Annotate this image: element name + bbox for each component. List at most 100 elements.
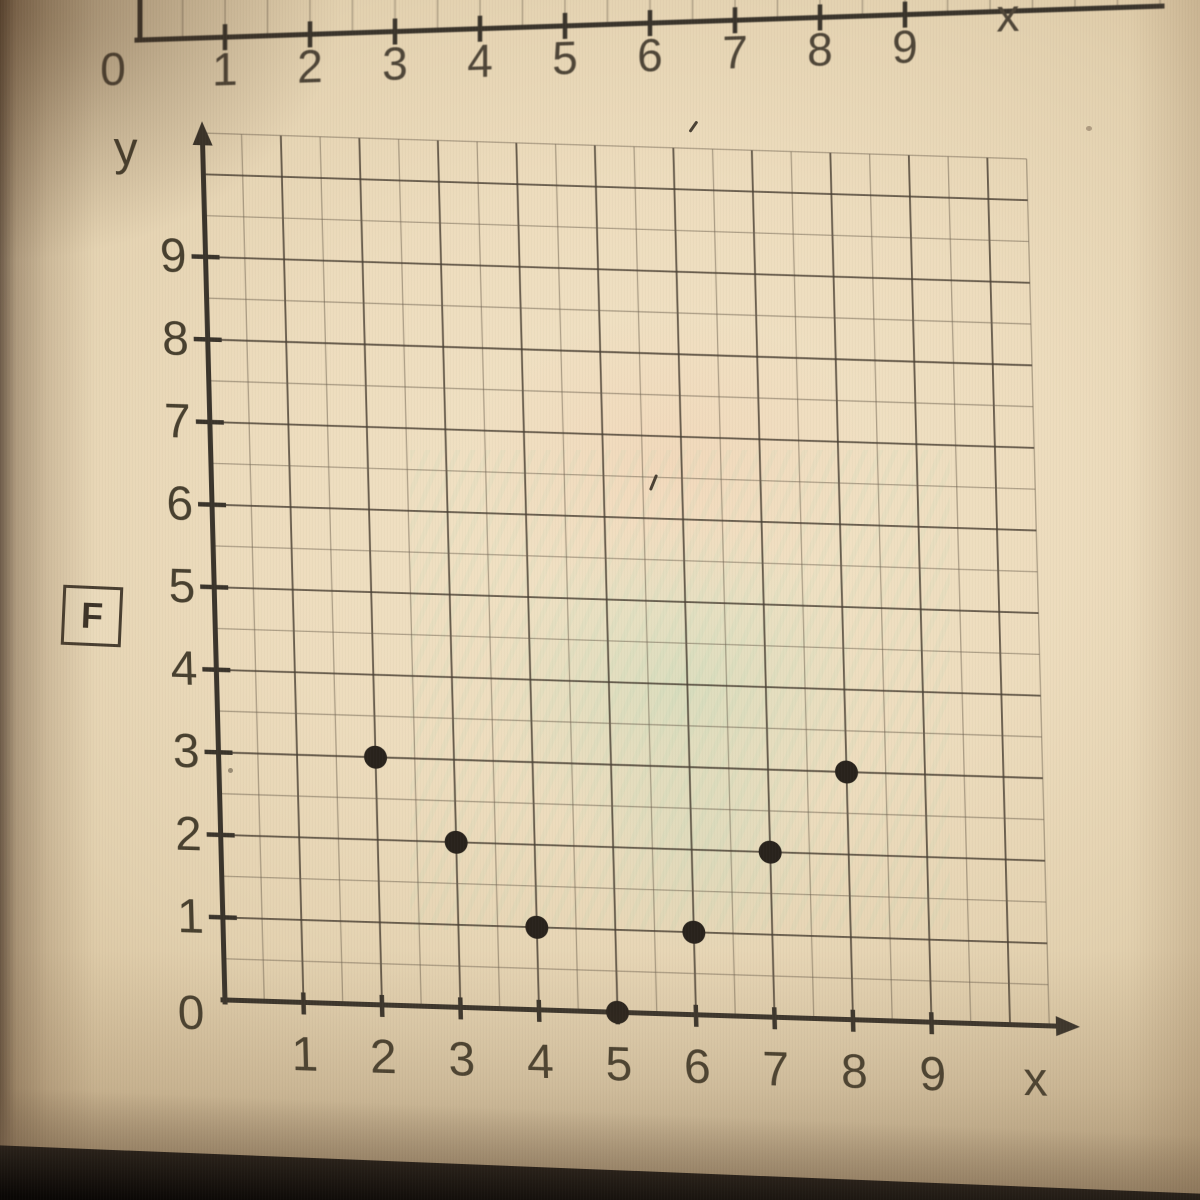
- grid-line: [222, 916, 1048, 945]
- x-tick-label: 8: [840, 1045, 868, 1099]
- grid-line: [220, 833, 1045, 862]
- y-tick-label: 2: [174, 807, 202, 861]
- grid-line: [593, 145, 619, 1013]
- x-tick-label: 5: [605, 1038, 633, 1092]
- grid-line: [205, 255, 1030, 284]
- data-point: [605, 1000, 630, 1024]
- x-axis-label: x: [1023, 1053, 1048, 1107]
- data-point: [682, 920, 706, 944]
- x-axis-tick: [771, 1007, 778, 1030]
- x-axis-tick: [300, 992, 307, 1015]
- photo-moire-tint: [520, 700, 880, 1000]
- y-axis-tick: [200, 584, 229, 590]
- y-tick-label: 7: [164, 395, 192, 449]
- x-tick-label: 2: [369, 1031, 397, 1085]
- top-chart-axis-fragment: 0 1 2 3 4 5 6 7 8 9 x: [0, 0, 1200, 117]
- x-axis-tick: [850, 1009, 856, 1032]
- x-tick-label: 1: [291, 1028, 319, 1082]
- x-tick-label: 3: [448, 1033, 476, 1087]
- x-tick-label: 2: [297, 40, 323, 93]
- screen-bottom-edge: [0, 1143, 1200, 1200]
- grid-line: [203, 173, 1028, 202]
- grid-line: [207, 338, 1032, 367]
- x-tick-label: 7: [722, 26, 748, 79]
- grid-line: [633, 146, 658, 1014]
- x-tick-label: 7: [762, 1043, 790, 1097]
- grid-line: [213, 545, 1038, 573]
- paper-speck: [228, 768, 233, 773]
- grid-line: [209, 421, 1035, 449]
- y-axis-arrow-icon: [192, 121, 213, 146]
- grid-line: [750, 150, 776, 1018]
- screen-bottom-shadow: [0, 1085, 1200, 1200]
- x-tick-label: 4: [467, 34, 493, 87]
- question-label-f-box: F: [60, 584, 124, 648]
- top-x-axis-svg: 0 1 2 3 4 5 6 7 8 9 x: [100, 0, 1165, 96]
- x-axis-label: x: [997, 0, 1020, 42]
- grid-line: [476, 141, 501, 1009]
- y-tick-label: 8: [161, 312, 189, 366]
- grid-line: [1025, 158, 1050, 1026]
- x-axis-tick: [457, 997, 464, 1020]
- x-axis-tick: [614, 1002, 621, 1025]
- x-axis-tick: [379, 994, 385, 1018]
- scratch-mark: [648, 474, 659, 491]
- grid-line: [206, 297, 1031, 325]
- grid-line: [319, 136, 344, 1004]
- grid-line: [907, 155, 933, 1023]
- origin-label: 0: [177, 987, 205, 1041]
- x-axis-tick: [536, 999, 542, 1022]
- grid-line: [218, 751, 1043, 780]
- grid-line: [790, 151, 815, 1019]
- grid-line: [219, 792, 1044, 821]
- grid-line: [358, 137, 383, 1005]
- x-tick-label: 5: [552, 31, 578, 84]
- grid-line: [204, 214, 1029, 243]
- x-tick-label: 6: [637, 29, 663, 82]
- grid-line: [397, 139, 422, 1007]
- x-axis-line: [220, 997, 1067, 1029]
- top-x-axis-line: [134, 3, 1165, 43]
- x-tick-label: 9: [892, 20, 918, 73]
- x-tick-label: 8: [807, 23, 833, 76]
- y-axis-label: y: [113, 123, 138, 177]
- grid-line: [947, 156, 972, 1024]
- y-axis-tick: [197, 501, 227, 508]
- grid-line: [436, 140, 462, 1008]
- y-axis-tick: [206, 832, 235, 838]
- y-axis-tick: [204, 749, 233, 755]
- data-point: [364, 745, 388, 769]
- y-axis-tick: [208, 914, 237, 921]
- y-tick-label: 4: [170, 642, 198, 696]
- data-point: [525, 915, 549, 939]
- photo-vignette-top-left: [0, 0, 430, 330]
- y-tick-label: 6: [166, 477, 194, 531]
- data-point: [444, 830, 468, 854]
- scratch-mark: [688, 120, 699, 133]
- photo-vignette-right: [1130, 0, 1200, 1200]
- x-tick-label: 3: [382, 37, 408, 90]
- x-tick-label: 6: [683, 1040, 711, 1094]
- grid-line: [221, 875, 1047, 903]
- grid-line: [214, 586, 1039, 615]
- y-axis-tick: [202, 667, 231, 673]
- grid-line: [711, 149, 736, 1017]
- grid-line: [216, 668, 1041, 697]
- grid-line: [240, 134, 265, 1002]
- x-tick-label: 9: [919, 1048, 947, 1102]
- grid-line: [217, 710, 1042, 738]
- grid-line: [212, 503, 1037, 532]
- paper-speck: [1086, 126, 1092, 131]
- x-tick-label: 4: [526, 1036, 554, 1090]
- question-label-f: F: [80, 594, 104, 637]
- x-axis-arrow-icon: [1055, 1016, 1080, 1037]
- x-tick-label: 1: [212, 43, 238, 96]
- grid-line: [515, 142, 540, 1010]
- y-tick-label: 5: [168, 560, 196, 614]
- grid-line: [554, 144, 579, 1012]
